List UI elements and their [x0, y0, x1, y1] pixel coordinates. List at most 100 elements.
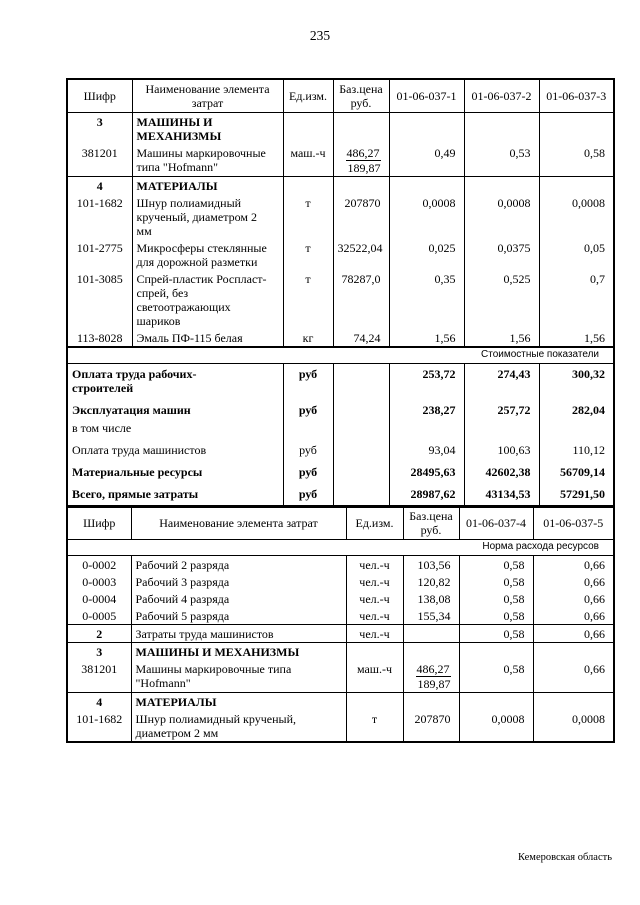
- table-cell: 1,56: [388, 329, 465, 347]
- table-cell: 486,27 189,87: [402, 660, 460, 693]
- table-cell: 101-1682: [66, 194, 133, 239]
- table-cell: 0,05: [538, 239, 615, 270]
- table-row: 101-3085 Спрей-пластик Роспласт- спрей, б…: [66, 270, 615, 329]
- table-cell: 32522,04: [332, 239, 390, 270]
- column-header: 01-06-037-3: [538, 78, 615, 113]
- table-cell: 2: [66, 624, 132, 643]
- table-cell: Шнур полиамидный крученый, диаметром 2 м…: [130, 710, 347, 742]
- table-cell: 101-3085: [66, 270, 133, 329]
- table-cell: 0,49: [388, 144, 465, 177]
- table-cell: Рабочий 5 разряда: [130, 607, 347, 625]
- table-cell: Машины маркировочные типа "Hofmann": [131, 144, 284, 177]
- table-cell: 0,0008: [538, 194, 615, 239]
- table-cell: 1,56: [538, 329, 615, 347]
- column-header: 01-06-037-4: [458, 505, 534, 540]
- table-row: 3 МАШИНЫ И МЕХАНИЗМЫ: [66, 642, 615, 660]
- cost-table-norms-1-3: Шифр Наименование элемента затрат Ед.изм. Б…: [66, 78, 615, 508]
- table-cell: маш.-ч: [345, 660, 404, 693]
- table-cell: [402, 642, 460, 660]
- table-cell: чел.-ч: [345, 590, 404, 607]
- table-cell: [332, 363, 390, 400]
- table-cell: т: [282, 239, 334, 270]
- table-cell: МАТЕРИАЛЫ: [131, 176, 284, 194]
- table-cell: 42602,38: [463, 462, 540, 484]
- table-row: 3 МАШИНЫ И МЕХАНИЗМЫ: [66, 112, 615, 144]
- table-row: Стоимостные показатели: [66, 346, 615, 364]
- table-row: Материальные ресурсы руб 28495,63 42602,38 5…: [66, 462, 615, 484]
- table-cell: 1,56: [463, 329, 540, 347]
- table-cell: 0,66: [532, 555, 615, 573]
- table-cell: Рабочий 2 разряда: [130, 555, 347, 573]
- table-cell: [538, 112, 615, 144]
- table-cell: 0,58: [458, 624, 534, 643]
- table-cell: МАШИНЫ И МЕХАНИЗМЫ: [130, 642, 347, 660]
- table-cell: 300,32: [538, 363, 615, 400]
- table-cell: Микросферы стеклянные для дорожной разме…: [131, 239, 284, 270]
- table-row: 381201 Машины маркировочные типа "Hofmann…: [66, 144, 615, 177]
- table-cell: [332, 462, 390, 484]
- table-cell: 0,525: [463, 270, 540, 329]
- column-header: Ед.изм.: [282, 78, 334, 113]
- table-cell: т: [282, 270, 334, 329]
- table-row: 0-0005 Рабочий 5 разряда чел.-ч 155,34 0,58 0…: [66, 607, 615, 625]
- table-cell: 103,56: [402, 555, 460, 573]
- table-cell: 207870: [402, 710, 460, 742]
- table-cell: 381201: [66, 660, 132, 693]
- table-cell: [402, 692, 460, 710]
- table-cell: 93,04: [388, 440, 465, 462]
- table-cell: 282,04: [538, 400, 615, 440]
- table-cell: Рабочий 4 разряда: [130, 590, 347, 607]
- table-cell: 0,025: [388, 239, 465, 270]
- table-cell: 0,0008: [463, 194, 540, 239]
- table-cell: [388, 176, 465, 194]
- cost-table-norms-4-5: Шифр Наименование элемента затрат Ед.изм. Б…: [66, 505, 615, 743]
- table-cell: 0-0005: [66, 607, 132, 625]
- table-cell: Всего, прямые затраты: [66, 484, 284, 507]
- table-cell: [538, 176, 615, 194]
- table-cell: 100,63: [463, 440, 540, 462]
- table-cell: 120,82: [402, 573, 460, 590]
- table-cell: [332, 176, 390, 194]
- table-row: Оплата труда машинистов руб 93,04 100,63 110…: [66, 440, 615, 462]
- table-cell: 0,66: [532, 624, 615, 643]
- table-cell: [332, 440, 390, 462]
- table-row: Эксплуатация машин в том числе руб 238,27 25…: [66, 400, 615, 440]
- table-cell: [282, 176, 334, 194]
- table-cell: руб: [282, 484, 334, 507]
- table-cell: 253,72: [388, 363, 465, 400]
- column-header: 01-06-037-2: [463, 78, 540, 113]
- table-cell: 0,58: [458, 555, 534, 573]
- table-row: 0-0004 Рабочий 4 разряда чел.-ч 138,08 0,58 0…: [66, 590, 615, 607]
- table-cell: руб: [282, 363, 334, 400]
- table-cell: 138,08: [402, 590, 460, 607]
- table-cell: руб: [282, 400, 334, 440]
- table-cell: 0-0004: [66, 590, 132, 607]
- table-cell: [332, 112, 390, 144]
- table-cell: Рабочий 3 разряда: [130, 573, 347, 590]
- table-cell: 28495,63: [388, 462, 465, 484]
- table-cell: чел.-ч: [345, 607, 404, 625]
- table-cell: [345, 692, 404, 710]
- table-cell: [532, 692, 615, 710]
- table-cell: 0,0008: [388, 194, 465, 239]
- table-cell: 4: [66, 692, 132, 710]
- table-cell: чел.-ч: [345, 573, 404, 590]
- table-cell: [282, 112, 334, 144]
- table-cell: [402, 624, 460, 643]
- table-cell: 0,35: [388, 270, 465, 329]
- table-cell: 3: [66, 112, 133, 144]
- table-cell: 381201: [66, 144, 133, 177]
- table-cell: [463, 176, 540, 194]
- table-cell: Затраты труда машинистов: [130, 624, 347, 643]
- table-cell: [463, 112, 540, 144]
- table-cell: 0,0375: [463, 239, 540, 270]
- table-cell: Оплата труда рабочих- строителей: [66, 363, 284, 400]
- table-row: 113-8028 Эмаль ПФ-115 белая кг 74,24 1,56 1,5…: [66, 329, 615, 347]
- column-header: 01-06-037-1: [388, 78, 465, 113]
- table-cell: 74,24: [332, 329, 390, 347]
- table-cell: Стоимостные показатели: [66, 346, 615, 364]
- table-row: Всего, прямые затраты руб 28987,62 43134,53…: [66, 484, 615, 507]
- table-cell: [332, 484, 390, 507]
- table-cell: [532, 642, 615, 660]
